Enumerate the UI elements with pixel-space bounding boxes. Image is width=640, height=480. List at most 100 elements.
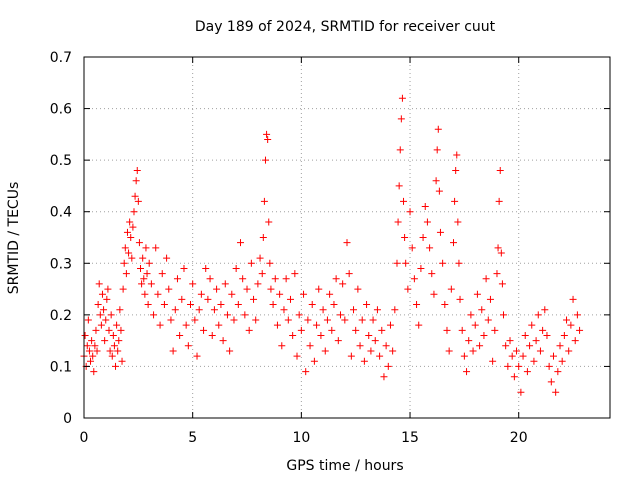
data-point [458, 326, 466, 334]
data-point [428, 270, 436, 278]
data-point [126, 218, 134, 226]
data-point [415, 321, 423, 329]
data-point [230, 316, 238, 324]
y-tick-label: 0.3 [50, 256, 72, 272]
data-point [478, 306, 486, 314]
data-point [523, 368, 531, 376]
y-tick-label: 0 [63, 411, 72, 427]
data-point [484, 316, 492, 324]
data-point [513, 347, 521, 355]
data-point [460, 352, 468, 360]
data-point [113, 321, 121, 329]
x-tick-label: 15 [401, 430, 419, 446]
data-point [264, 136, 272, 144]
data-point [426, 244, 434, 252]
data-point [334, 337, 342, 345]
data-point [393, 259, 401, 267]
data-point [515, 362, 523, 370]
data-point [389, 347, 397, 355]
data-point [530, 357, 538, 365]
data-point [121, 244, 129, 252]
data-point [250, 295, 258, 303]
data-point [143, 270, 151, 278]
data-point [397, 115, 405, 123]
data-point [258, 270, 266, 278]
data-point [350, 306, 358, 314]
data-point [382, 342, 390, 350]
data-point [128, 254, 136, 262]
data-point [356, 342, 364, 350]
data-points [80, 94, 584, 396]
data-point [88, 337, 96, 345]
data-point [347, 352, 355, 360]
data-point [549, 352, 557, 360]
data-point [406, 208, 414, 216]
data-point [321, 347, 329, 355]
data-point [131, 192, 139, 200]
data-point [226, 347, 234, 355]
data-point [367, 347, 375, 355]
data-point [165, 285, 173, 293]
data-point [539, 326, 547, 334]
data-point [273, 321, 281, 329]
data-point [96, 311, 104, 319]
data-point [105, 326, 113, 334]
data-point [576, 326, 584, 334]
data-point [541, 306, 549, 314]
data-point [486, 295, 494, 303]
data-point [234, 301, 242, 309]
data-point [108, 352, 116, 360]
data-point [118, 357, 126, 365]
data-point [90, 368, 98, 376]
y-tick-label: 0.4 [50, 205, 72, 221]
data-point [156, 321, 164, 329]
data-point [94, 301, 102, 309]
data-point [404, 285, 412, 293]
data-point [104, 285, 112, 293]
x-tick-label: 0 [80, 430, 89, 446]
data-point [223, 311, 231, 319]
data-point [109, 331, 117, 339]
data-point [129, 223, 137, 231]
data-point [147, 280, 155, 288]
data-point [97, 321, 105, 329]
data-point [221, 280, 229, 288]
data-point [536, 347, 544, 355]
data-point [289, 331, 297, 339]
data-point [494, 244, 502, 252]
grid-lines [84, 57, 610, 418]
data-point [421, 203, 429, 211]
data-point [352, 326, 360, 334]
data-point [400, 197, 408, 205]
data-point [260, 197, 268, 205]
data-point [467, 311, 475, 319]
data-point [137, 264, 145, 272]
data-point [391, 306, 399, 314]
data-point [417, 264, 425, 272]
data-point [208, 331, 216, 339]
data-point [187, 301, 195, 309]
data-point [163, 254, 171, 262]
data-point [395, 182, 403, 190]
data-point [193, 352, 201, 360]
data-point [369, 316, 377, 324]
data-point [158, 270, 166, 278]
data-point [306, 342, 314, 350]
data-point [293, 352, 301, 360]
data-point [215, 321, 223, 329]
data-point [471, 321, 479, 329]
y-axis-label: SRMTID / TECUs [6, 182, 22, 295]
data-point [178, 295, 186, 303]
data-point [112, 362, 120, 370]
data-point [452, 166, 460, 174]
data-point [204, 295, 212, 303]
data-point [154, 290, 162, 298]
data-point [95, 280, 103, 288]
data-point [547, 378, 555, 386]
data-point [496, 166, 504, 174]
x-tick-label: 10 [292, 430, 310, 446]
data-point [114, 347, 122, 355]
data-point [91, 342, 99, 350]
data-point [263, 130, 271, 138]
